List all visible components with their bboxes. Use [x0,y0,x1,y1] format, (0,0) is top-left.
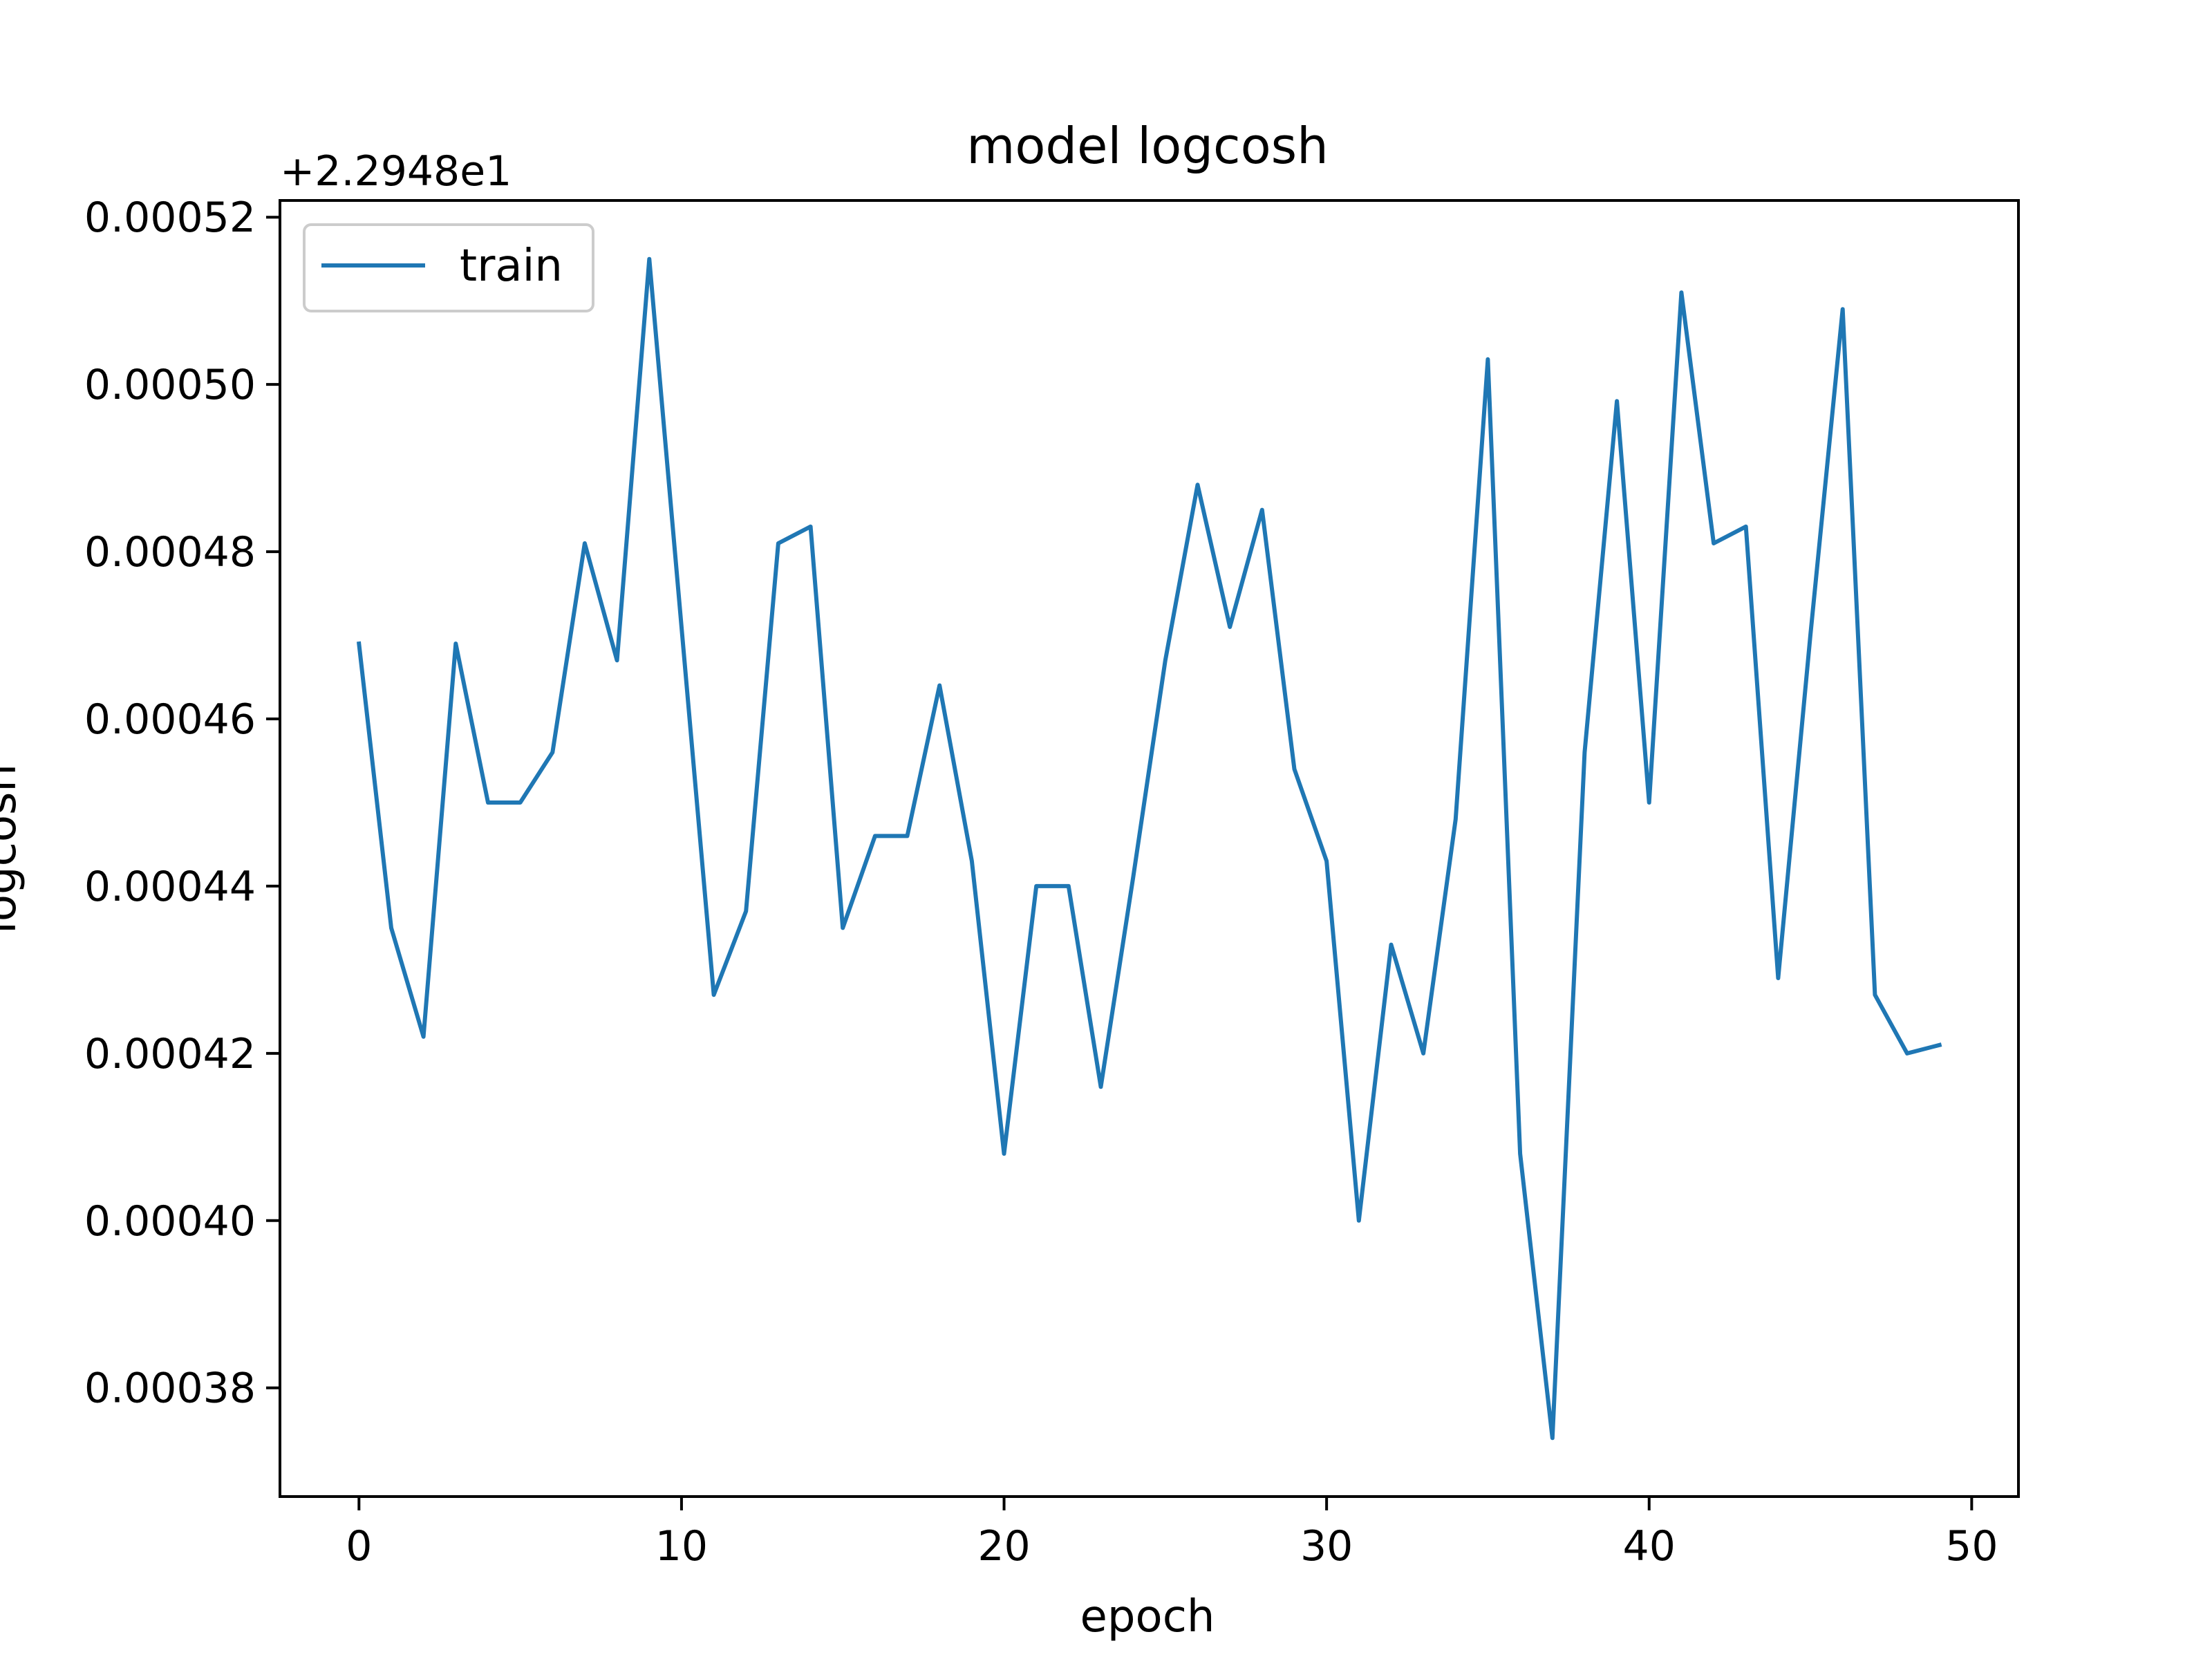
y-tick-label: 0.00046 [84,695,256,744]
y-tick-label: 0.00048 [84,528,256,577]
y-axis-offset-label: +2.2948e1 [280,147,512,196]
chart-title: model logcosh [966,117,1329,175]
y-axis-ticks: 0.00038 0.00040 0.00042 0.00044 0.00046 0.000… [84,194,280,1413]
legend-box [303,223,594,312]
x-tick-label: 50 [1945,1522,1998,1571]
x-tick-label: 10 [655,1522,708,1571]
series-line-train [356,256,1942,1441]
y-tick-label: 0.00044 [84,863,256,911]
y-tick-label: 0.00050 [84,361,256,409]
y-axis-label: logcosh [0,764,26,934]
x-tick-label: 40 [1623,1522,1676,1571]
legend: train [303,223,594,312]
x-axis-label: epoch [1080,1591,1215,1642]
y-tick-label: 0.00038 [84,1365,256,1413]
x-tick-label: 20 [977,1522,1030,1571]
x-tick-label: 30 [1300,1522,1353,1571]
x-tick-label: 0 [346,1522,372,1571]
y-tick-label: 0.00040 [84,1197,256,1246]
legend-label-train: train [460,241,563,292]
plot-frame [279,199,2020,1498]
y-tick-label: 0.00042 [84,1030,256,1078]
y-tick-label: 0.00052 [84,194,256,242]
x-axis-ticks: 0 10 20 30 40 50 [346,1497,1998,1571]
